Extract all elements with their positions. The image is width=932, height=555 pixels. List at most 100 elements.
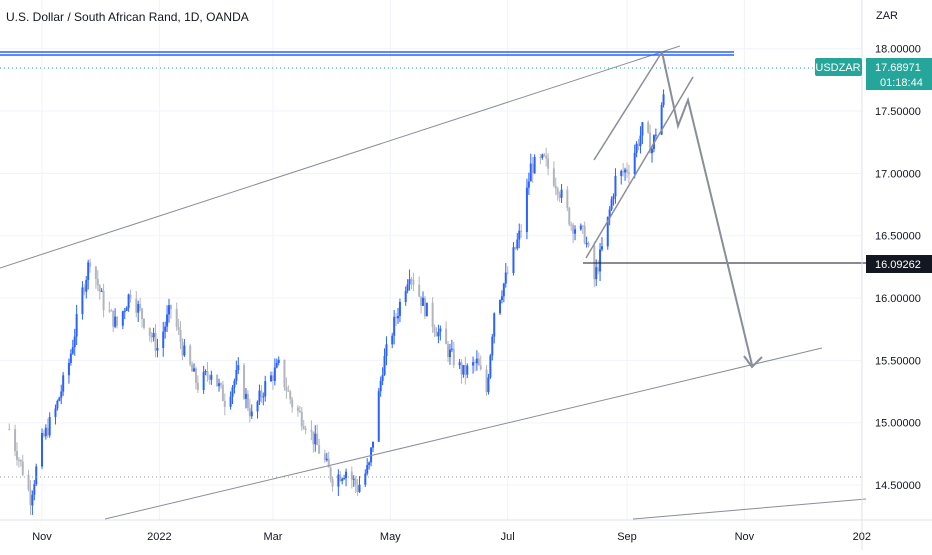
currency-label: ZAR — [876, 10, 898, 22]
candle-body — [169, 305, 172, 310]
candle-body — [243, 365, 246, 399]
candle-body — [296, 407, 299, 411]
candle-body — [15, 451, 18, 460]
candle-body — [445, 328, 448, 345]
candle-body — [587, 243, 590, 246]
candle-body — [608, 209, 611, 217]
candle-body — [31, 494, 34, 506]
candle-body — [148, 327, 151, 336]
candle-body — [44, 427, 47, 437]
candle-body — [547, 158, 550, 169]
candle-body — [202, 371, 205, 391]
candle-body — [408, 279, 411, 285]
candle-body — [287, 390, 290, 392]
candle-body — [506, 272, 509, 274]
candle-body — [447, 344, 450, 358]
candle-body — [58, 397, 61, 401]
marked-level-tag[interactable]: 16.09262 — [866, 255, 932, 273]
candle-body — [385, 344, 388, 357]
candle-body — [250, 411, 253, 417]
candle-body — [554, 185, 557, 189]
candle-body — [316, 433, 319, 446]
candle-body — [304, 428, 307, 430]
candle-body — [541, 154, 544, 158]
candle-body — [87, 262, 90, 280]
candle-body — [466, 365, 469, 375]
y-tick-label: 17.00000 — [875, 168, 921, 180]
candle-body — [647, 122, 650, 133]
lower-right-trendline — [632, 498, 867, 520]
candle-body — [498, 300, 501, 314]
candle-body — [229, 396, 232, 407]
candle-body — [323, 453, 326, 461]
candle-body — [504, 272, 507, 284]
candle-body — [85, 279, 88, 292]
candle-body — [81, 287, 84, 315]
candle-body — [210, 374, 213, 380]
candle-body — [493, 313, 496, 337]
candle-body — [500, 296, 503, 301]
candle-body — [275, 362, 278, 368]
marked-level-value: 16.09262 — [875, 259, 921, 271]
candle-body — [83, 287, 86, 292]
candle-body — [531, 163, 534, 174]
candle-body — [450, 348, 453, 350]
candle-body — [152, 333, 155, 338]
candle-body — [102, 290, 105, 311]
candle-body — [221, 384, 224, 401]
candle-body — [35, 466, 38, 485]
candle-body — [597, 267, 600, 272]
candle-body — [477, 358, 480, 366]
candle-body — [33, 484, 36, 495]
candle-body — [568, 207, 571, 225]
x-tick-label: Nov — [32, 531, 52, 543]
candle-body — [635, 143, 638, 153]
candle-body — [487, 377, 490, 393]
candle-body — [425, 302, 428, 317]
symbol-tag-label: USDZAR — [815, 62, 860, 74]
lower-channel-line — [104, 347, 823, 520]
candle-body — [310, 429, 313, 432]
candle-body — [622, 170, 625, 173]
candle-body — [29, 489, 32, 506]
candle-body — [502, 283, 505, 297]
candle-body — [325, 458, 328, 461]
projection-arrowhead — [743, 355, 763, 369]
candle-body — [518, 230, 521, 240]
candle-body — [364, 473, 367, 485]
candle-body — [318, 445, 321, 454]
candle-body — [137, 304, 140, 313]
last-price-tag[interactable]: 17.68971 01:18:44 — [866, 58, 932, 90]
candle-body — [462, 365, 465, 375]
candle-body — [244, 393, 247, 399]
candle-body — [98, 285, 101, 292]
candle-body — [627, 172, 630, 175]
x-tick-label: Sep — [617, 531, 637, 543]
symbol-tag-bg — [815, 58, 862, 76]
candle-body — [269, 375, 272, 382]
candle-body — [262, 396, 265, 398]
candle-body — [216, 374, 219, 387]
candle-body — [62, 375, 65, 392]
candle-body — [71, 347, 74, 354]
x-tick-label: 202 — [853, 531, 871, 543]
candle-body — [624, 169, 627, 173]
candle-body — [395, 316, 398, 319]
candle-body — [641, 122, 644, 136]
candle-body — [14, 429, 17, 452]
symbol-tag[interactable]: USDZAR — [815, 58, 862, 76]
candle-body — [370, 447, 373, 463]
candle-body — [595, 267, 598, 280]
candle-body — [300, 411, 303, 427]
candle-body — [435, 332, 438, 337]
grid-layer — [0, 0, 863, 520]
candle-body — [235, 370, 238, 381]
candle-body — [464, 365, 467, 375]
candle-body — [552, 168, 555, 186]
candle-body — [581, 225, 584, 227]
candle-body — [231, 387, 234, 397]
candle-body — [150, 335, 153, 338]
candle-body — [96, 278, 99, 286]
candle-body — [352, 478, 355, 480]
